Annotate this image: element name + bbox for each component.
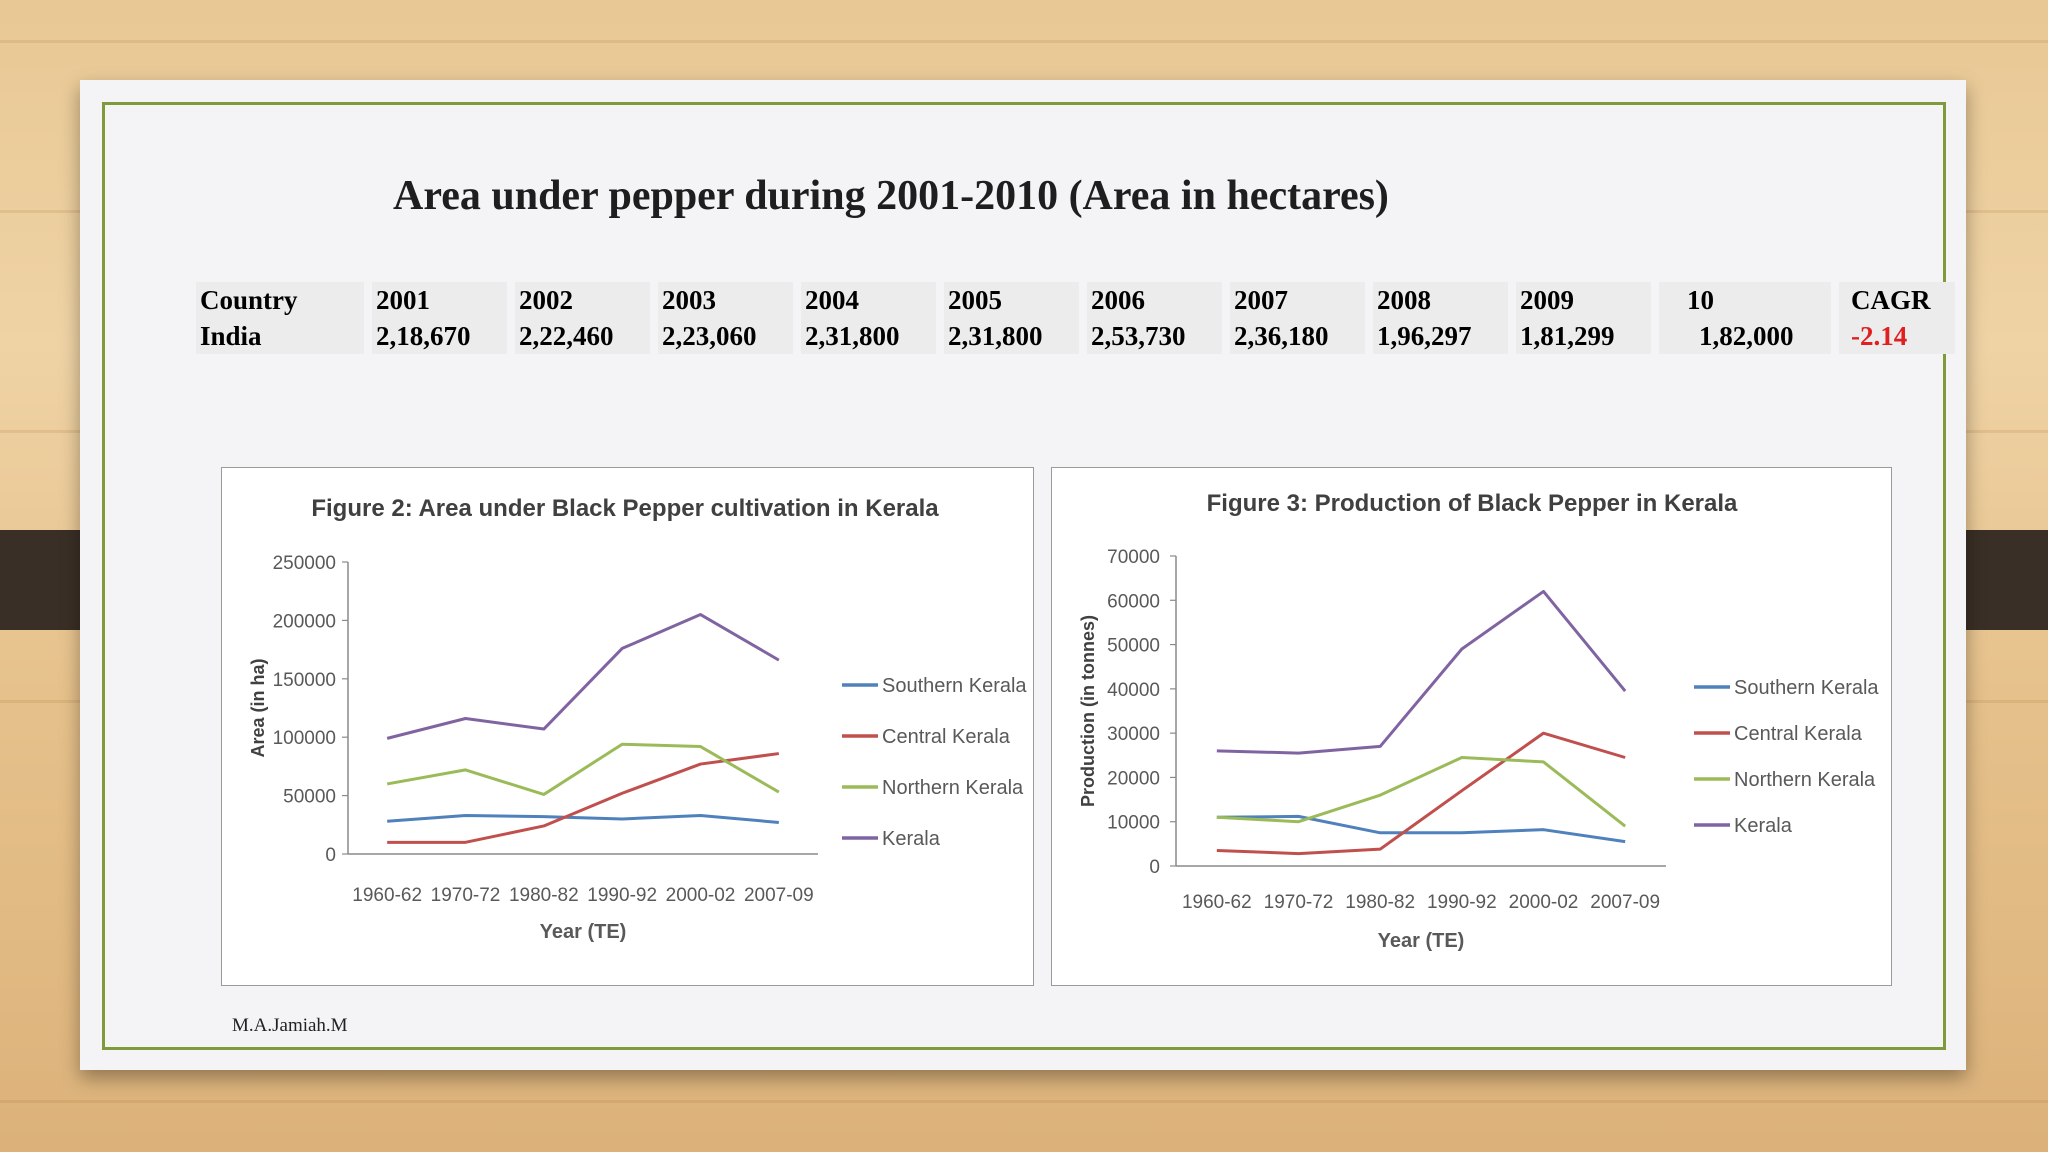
chart-title: Figure 3: Production of Black Pepper in …: [1207, 490, 1738, 517]
y-tick-label: 100000: [273, 728, 336, 749]
table-cell: India: [196, 318, 372, 354]
table-header-cell: 2006: [1087, 282, 1230, 318]
series-line-central: [1216, 731, 1626, 856]
series-line-northern: [1216, 756, 1627, 828]
y-tick-label: 30000: [1107, 724, 1160, 745]
chart-panel-area: Figure 2: Area under Black Pepper cultiv…: [221, 467, 1034, 986]
table-cell: 1,96,297: [1373, 318, 1516, 354]
table-header-cell: 2003: [658, 282, 801, 318]
chart-panel-production: Figure 3: Production of Black Pepper in …: [1051, 467, 1892, 986]
table-cell: 1,81,299: [1516, 318, 1659, 354]
legend-label: Kerala: [882, 828, 941, 850]
legend-label: Northern Kerala: [1734, 769, 1876, 791]
y-tick-label: 150000: [273, 670, 336, 691]
x-axis-label: Year (TE): [1378, 930, 1465, 952]
legend-label: Kerala: [1734, 815, 1793, 837]
slide: Area under pepper during 2001-2010 (Area…: [80, 80, 1966, 1070]
x-tick-label: 1980-82: [1345, 892, 1415, 913]
y-tick-label: 10000: [1107, 813, 1160, 834]
y-tick-label: 50000: [1107, 636, 1160, 657]
x-axis-label: Year (TE): [540, 921, 627, 943]
x-tick-label: 1990-92: [587, 885, 657, 906]
x-tick-label: 2000-02: [1509, 892, 1579, 913]
x-tick-label: 1970-72: [431, 885, 501, 906]
legend-label: Central Kerala: [1734, 723, 1863, 745]
series-line-southern: [1216, 814, 1626, 844]
y-tick-label: 200000: [273, 611, 336, 632]
legend-label: Southern Kerala: [882, 675, 1027, 697]
legend-label: Northern Kerala: [882, 777, 1024, 799]
table-cell: 2,18,670: [372, 318, 515, 354]
table-header-cell: 10: [1659, 282, 1839, 318]
chart-title: Figure 2: Area under Black Pepper cultiv…: [311, 495, 939, 522]
table-cell: 2,22,460: [515, 318, 658, 354]
table-cell: 2,31,800: [801, 318, 944, 354]
x-tick-label: 1960-62: [352, 885, 422, 906]
series-line-kerala: [386, 613, 780, 740]
table-header-cell: 2007: [1230, 282, 1373, 318]
y-tick-label: 20000: [1107, 768, 1160, 789]
slide-frame: [102, 102, 1946, 1050]
x-tick-label: 1990-92: [1427, 892, 1497, 913]
y-tick-label: 0: [1149, 857, 1160, 878]
footer-author: M.A.Jamiah.M: [232, 1015, 348, 1036]
series-line-northern: [386, 742, 780, 796]
table-header-cell: 2001: [372, 282, 515, 318]
series-line-kerala: [1216, 589, 1627, 755]
x-tick-label: 2007-09: [744, 885, 814, 906]
x-tick-label: 1960-62: [1182, 892, 1252, 913]
table-row: India 2,18,670 2,22,460 2,23,060 2,31,80…: [196, 318, 1963, 354]
table-header-cell: Country: [196, 282, 372, 318]
table-header-cell: 2008: [1373, 282, 1516, 318]
table-header-cell: 2002: [515, 282, 658, 318]
legend-label: Southern Kerala: [1734, 677, 1879, 699]
y-axis-label: Area (in ha): [248, 658, 268, 757]
table-header-cell: 2005: [944, 282, 1087, 318]
x-tick-label: 2007-09: [1590, 892, 1660, 913]
y-tick-label: 50000: [283, 787, 336, 808]
area-chart: Figure 2: Area under Black Pepper cultiv…: [248, 495, 1027, 943]
slide-title: Area under pepper during 2001-2010 (Area…: [393, 173, 1389, 219]
cagr-value: -2.14: [1839, 318, 1963, 354]
table-header-cell: 2009: [1516, 282, 1659, 318]
y-tick-label: 70000: [1107, 547, 1160, 568]
y-axis-label: Production (in tonnes): [1078, 615, 1098, 807]
y-tick-label: 40000: [1107, 680, 1160, 701]
table-cell: 1,82,000: [1659, 318, 1839, 354]
y-tick-label: 0: [325, 845, 336, 866]
table-header-row: Country 2001 2002 2003 2004 2005 2006 20…: [196, 282, 1963, 318]
table-header-cell: CAGR: [1839, 282, 1963, 318]
table-cell: 2,53,730: [1087, 318, 1230, 354]
table-cell: 2,23,060: [658, 318, 801, 354]
y-tick-label: 60000: [1107, 591, 1160, 612]
legend-label: Central Kerala: [882, 726, 1011, 748]
y-tick-label: 250000: [273, 553, 336, 574]
x-tick-label: 2000-02: [666, 885, 736, 906]
series-line-central: [387, 752, 780, 844]
area-table: Country 2001 2002 2003 2004 2005 2006 20…: [196, 282, 1963, 354]
x-tick-label: 1970-72: [1264, 892, 1334, 913]
table-cell: 2,31,800: [944, 318, 1087, 354]
series-line-southern: [387, 813, 779, 824]
table-cell: 2,36,180: [1230, 318, 1373, 354]
production-chart: Figure 3: Production of Black Pepper in …: [1078, 490, 1879, 952]
x-tick-label: 1980-82: [509, 885, 579, 906]
table-header-cell: 2004: [801, 282, 944, 318]
